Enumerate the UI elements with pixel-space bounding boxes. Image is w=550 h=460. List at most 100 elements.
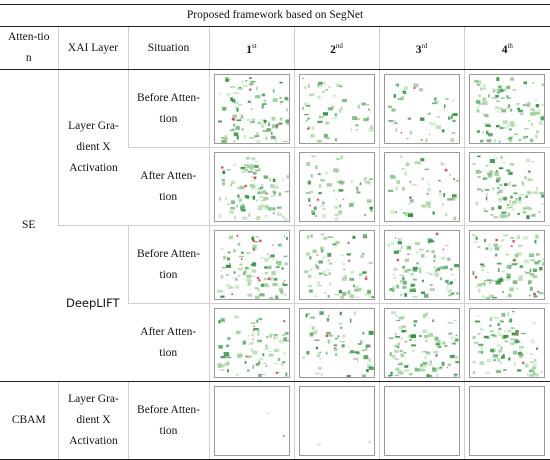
heatmap-building-mark xyxy=(235,373,239,376)
heatmap-attribution-mark xyxy=(283,234,285,237)
heatmap-building-mark xyxy=(281,360,285,363)
heatmap-building-mark xyxy=(350,270,354,274)
heatmap-building-mark xyxy=(478,343,484,346)
heatmap-attribution-mark xyxy=(364,276,368,280)
heatmap-attribution-mark xyxy=(316,253,318,256)
heatmap-building-mark xyxy=(338,203,341,207)
heatmap-building-mark xyxy=(525,158,531,162)
heatmap-building-mark xyxy=(322,236,327,240)
heatmap-building-mark xyxy=(534,372,540,377)
heatmap-building-mark xyxy=(533,268,538,272)
heatmap-building-mark xyxy=(527,177,532,181)
heatmap-building-mark xyxy=(220,136,224,139)
heatmap-cell xyxy=(378,225,464,304)
heatmap-building-mark xyxy=(393,374,399,376)
heatmap-building-mark xyxy=(404,258,409,262)
heatmap-building-mark xyxy=(530,286,534,291)
heatmap-building-mark xyxy=(390,174,396,179)
heatmap-building-mark xyxy=(334,293,339,295)
heatmap-building-mark xyxy=(433,96,437,101)
heatmap-building-mark xyxy=(500,155,503,159)
heatmap-building-mark xyxy=(492,334,498,337)
heatmap-building-mark xyxy=(334,352,337,356)
heatmap-building-mark xyxy=(486,138,492,142)
heatmap-building-mark xyxy=(220,290,223,292)
heatmap-building-mark xyxy=(240,203,245,206)
heatmap-building-mark xyxy=(250,80,256,82)
heatmap-building-mark xyxy=(234,106,239,110)
heatmap-building-mark xyxy=(395,179,400,184)
heatmap-attribution-mark xyxy=(533,291,537,295)
heatmap-building-mark xyxy=(234,284,240,289)
heatmap-building-mark xyxy=(228,235,233,239)
heatmap-building-mark xyxy=(501,345,503,349)
heatmap-building-mark xyxy=(313,339,320,341)
heatmap-building-mark xyxy=(431,318,434,322)
heatmap-building-mark xyxy=(247,278,252,283)
heatmap-building-mark xyxy=(518,244,523,247)
heatmap-building-mark xyxy=(419,116,424,121)
heatmap-building-mark xyxy=(517,251,523,256)
heatmap-building-mark xyxy=(503,368,508,371)
heatmap-building-mark xyxy=(490,348,495,352)
heatmap-building-mark xyxy=(394,127,397,132)
heatmap-building-mark xyxy=(488,173,493,178)
heatmap-building-mark xyxy=(249,195,252,198)
heatmap-building-mark xyxy=(341,291,346,296)
heatmap-building-mark xyxy=(476,108,480,112)
heatmap-building-mark xyxy=(435,366,441,370)
heatmap-building-mark xyxy=(531,122,534,126)
heatmap-building-mark xyxy=(272,88,275,93)
heatmap-building-mark xyxy=(472,162,477,165)
heatmap-building-mark xyxy=(364,176,367,179)
heatmap-building-mark xyxy=(268,353,274,357)
heatmap-building-mark xyxy=(261,129,267,132)
heatmap-building-mark xyxy=(223,351,229,356)
heatmap-cell xyxy=(378,303,464,382)
heatmap-building-mark xyxy=(423,355,427,359)
header-attention: Atten-tion xyxy=(0,26,58,70)
heatmap-building-mark xyxy=(484,281,486,286)
heatmap-building-mark xyxy=(240,114,243,117)
heatmap-building-mark xyxy=(366,198,372,203)
heatmap-building-mark xyxy=(252,185,256,188)
heatmap-attribution-mark xyxy=(265,192,268,195)
heatmap-building-mark xyxy=(519,349,523,353)
heatmap-building-mark xyxy=(266,252,269,255)
heatmap-building-mark xyxy=(340,155,343,159)
heatmap-building-mark xyxy=(346,374,351,377)
heatmap-image xyxy=(469,229,546,300)
heatmap-building-mark xyxy=(481,350,484,354)
heatmap-building-mark xyxy=(232,270,236,274)
heatmap-building-mark xyxy=(407,116,411,120)
heatmap-building-mark xyxy=(393,267,397,271)
heatmap-attribution-mark xyxy=(316,197,319,201)
heatmap-building-mark xyxy=(258,292,265,296)
heatmap-building-mark xyxy=(232,163,236,166)
heatmap-building-mark xyxy=(449,336,454,339)
heatmap-building-mark xyxy=(240,127,244,130)
heatmap-building-mark xyxy=(489,329,494,332)
heatmap-building-mark xyxy=(307,284,312,287)
heatmap-building-mark xyxy=(453,216,456,220)
heatmap-building-mark xyxy=(265,335,269,339)
heatmap-building-mark xyxy=(316,353,320,357)
heatmap-building-mark xyxy=(338,210,342,213)
heatmap-building-mark xyxy=(268,350,273,352)
heatmap-building-mark xyxy=(282,255,287,257)
heatmap-building-mark xyxy=(429,239,434,242)
heatmap-building-mark xyxy=(495,94,500,98)
heatmap-image xyxy=(469,385,546,456)
heatmap-building-mark xyxy=(320,115,324,118)
heatmap-building-mark xyxy=(368,366,374,370)
heatmap-attribution-mark xyxy=(283,279,285,281)
heatmap-cell xyxy=(463,303,550,382)
heatmap-building-mark xyxy=(407,334,413,338)
heatmap-building-mark xyxy=(479,80,482,83)
heatmap-building-mark xyxy=(357,287,362,291)
heatmap-building-mark xyxy=(506,96,512,99)
heatmap-building-mark xyxy=(498,89,502,92)
heatmap-building-mark xyxy=(487,171,493,175)
heatmap-building-mark xyxy=(225,344,229,347)
heatmap-building-mark xyxy=(264,345,269,350)
